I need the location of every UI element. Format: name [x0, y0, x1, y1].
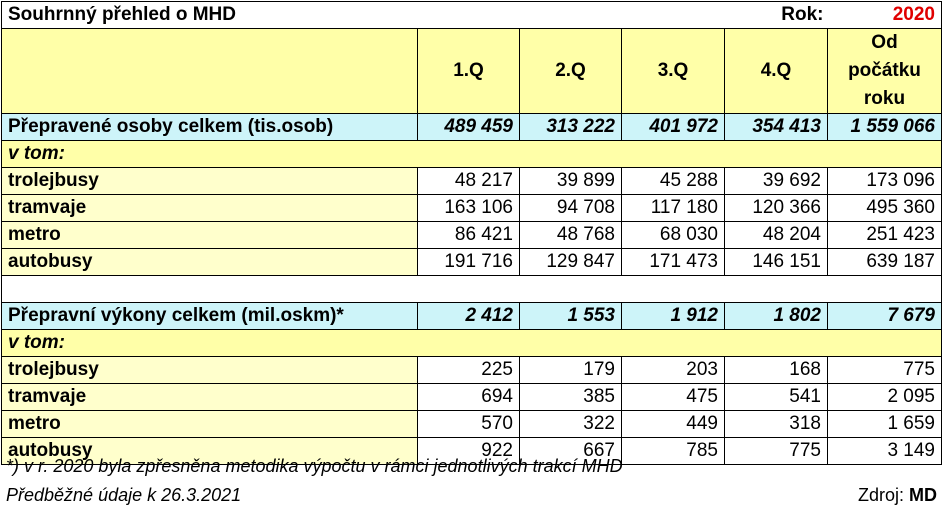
row-value: 1 659 [827, 410, 942, 438]
table-row: metro 86 421 48 768 68 030 48 204 251 423 [1, 221, 942, 249]
row-label: autobusy [1, 437, 418, 465]
table-row: autobusy 191 716 129 847 171 473 146 151 639 … [1, 248, 942, 276]
total-value: 2 412 [417, 302, 520, 330]
row-value: 775 [724, 437, 828, 465]
header-ytd: Od počátku roku [827, 28, 942, 114]
row-value: 639 187 [827, 248, 942, 276]
total-value: 354 413 [724, 113, 828, 141]
row-label: autobusy [1, 248, 418, 276]
header-q2: 2.Q [519, 28, 622, 114]
row-value: 129 847 [519, 248, 622, 276]
preliminary-note: Předběžné údaje k 26.3.2021 [6, 485, 242, 505]
row-value: 570 [417, 410, 520, 438]
footnote: *) v r. 2020 byla zpřesněna metodika výp… [6, 456, 623, 476]
row-value: 39 899 [519, 167, 622, 195]
year-label: Rok: [724, 1, 828, 29]
mhd-summary-table: Souhrnný přehled o MHD Rok: 2020 1.Q 2.Q… [1, 1, 942, 465]
row-value: 251 423 [827, 221, 942, 249]
table-title: Souhrnný přehled o MHD [1, 1, 725, 29]
total-label: Přepravené osoby celkem (tis.osob) [1, 113, 418, 141]
source-label: Zdroj: [857, 485, 904, 505]
total-value: 489 459 [417, 113, 520, 141]
row-value: 48 204 [724, 221, 828, 249]
header-q1: 1.Q [417, 28, 520, 114]
row-label: metro [1, 221, 418, 249]
row-value: 191 716 [417, 248, 520, 276]
row-value: 94 708 [519, 194, 622, 222]
source-value: MD [909, 485, 937, 505]
row-value: 785 [621, 437, 725, 465]
row-value: 385 [519, 383, 622, 411]
row-value: 48 217 [417, 167, 520, 195]
row-value: 225 [417, 356, 520, 384]
row-value: 322 [519, 410, 622, 438]
table-row: autobusy 922 667 785 775 3 149 [1, 437, 942, 465]
subheading-row: v tom: [1, 329, 942, 357]
total-label: Přepravní výkony celkem (mil.oskm)* [1, 302, 418, 330]
total-value: 1 912 [621, 302, 725, 330]
row-value: 495 360 [827, 194, 942, 222]
row-value: 3 149 [827, 437, 942, 465]
row-value: 775 [827, 356, 942, 384]
row-value: 173 096 [827, 167, 942, 195]
row-label: metro [1, 410, 418, 438]
total-value: 313 222 [519, 113, 622, 141]
title-row: Souhrnný přehled o MHD Rok: 2020 [1, 1, 942, 29]
header-q3: 3.Q [621, 28, 725, 114]
row-label: trolejbusy [1, 356, 418, 384]
source: Zdroj: MD [858, 485, 937, 506]
table-row: trolejbusy 225 179 203 168 775 [1, 356, 942, 384]
row-value: 203 [621, 356, 725, 384]
row-value: 667 [519, 437, 622, 465]
row-value: 475 [621, 383, 725, 411]
row-value: 48 768 [519, 221, 622, 249]
row-value: 694 [417, 383, 520, 411]
row-value: 449 [621, 410, 725, 438]
row-value: 68 030 [621, 221, 725, 249]
header-q4: 4.Q [724, 28, 828, 114]
row-value: 318 [724, 410, 828, 438]
row-value: 2 095 [827, 383, 942, 411]
total-value: 1 802 [724, 302, 828, 330]
row-value: 171 473 [621, 248, 725, 276]
total-value: 1 559 066 [827, 113, 942, 141]
subheading: v tom: [1, 140, 942, 168]
subheading-row: v tom: [1, 140, 942, 168]
row-label: tramvaje [1, 194, 418, 222]
table-row: metro 570 322 449 318 1 659 [1, 410, 942, 438]
total-row: Přepravené osoby celkem (tis.osob) 489 45… [1, 113, 942, 141]
row-value: 163 106 [417, 194, 520, 222]
table-row: tramvaje 694 385 475 541 2 095 [1, 383, 942, 411]
header-blank [1, 28, 418, 114]
row-value: 86 421 [417, 221, 520, 249]
subheading: v tom: [1, 329, 942, 357]
table-row: trolejbusy 48 217 39 899 45 288 39 692 173 09… [1, 167, 942, 195]
total-value: 401 972 [621, 113, 725, 141]
total-row: Přepravní výkony celkem (mil.oskm)* 2 412… [1, 302, 942, 330]
total-value: 7 679 [827, 302, 942, 330]
row-value: 120 366 [724, 194, 828, 222]
row-value: 179 [519, 356, 622, 384]
row-value: 39 692 [724, 167, 828, 195]
row-value: 541 [724, 383, 828, 411]
year-value: 2020 [827, 1, 942, 29]
row-value: 117 180 [621, 194, 725, 222]
table-row: tramvaje 163 106 94 708 117 180 120 366 495 3… [1, 194, 942, 222]
row-label: tramvaje [1, 383, 418, 411]
header-row: 1.Q 2.Q 3.Q 4.Q Od počátku roku [1, 28, 942, 114]
section-gap [1, 275, 942, 303]
row-value: 168 [724, 356, 828, 384]
performance-section: Přepravní výkony celkem (mil.oskm)* 2 412… [1, 302, 942, 465]
total-value: 1 553 [519, 302, 622, 330]
row-value: 45 288 [621, 167, 725, 195]
row-value: 146 151 [724, 248, 828, 276]
persons-section: Přepravené osoby celkem (tis.osob) 489 45… [1, 113, 942, 276]
row-label: trolejbusy [1, 167, 418, 195]
